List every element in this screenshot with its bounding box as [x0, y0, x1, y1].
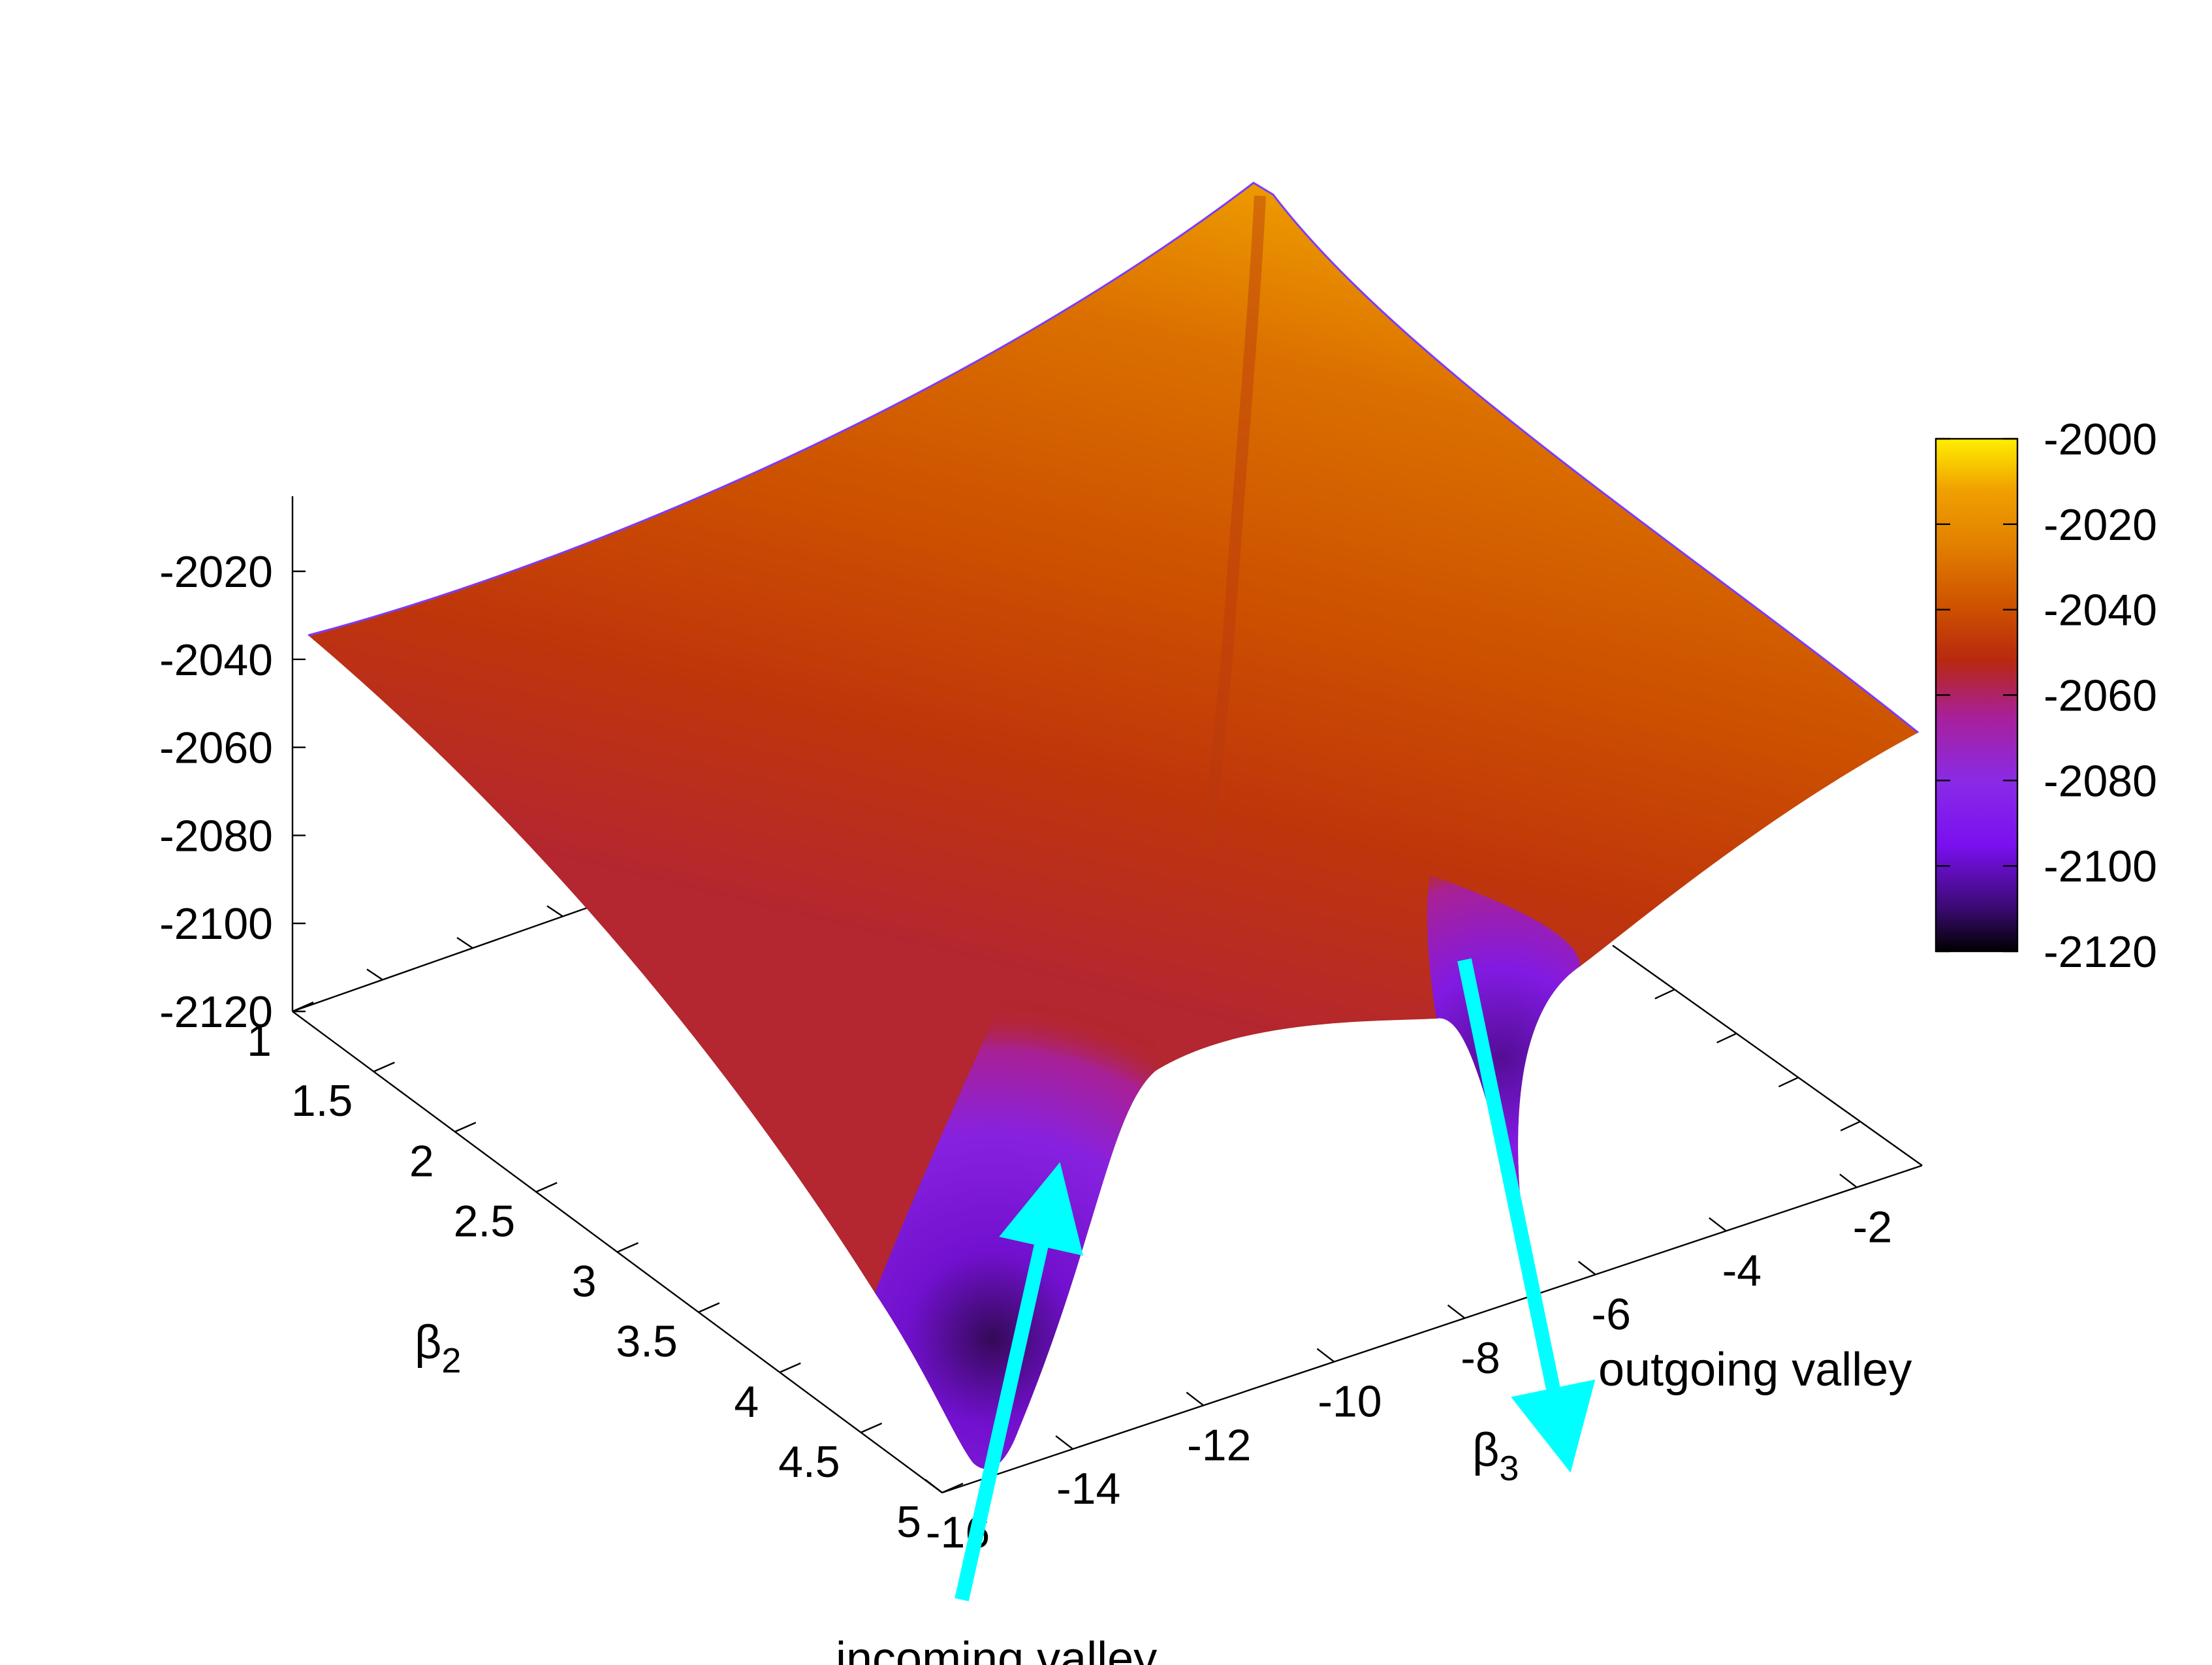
z-tick-label: -2120 [159, 987, 273, 1037]
y-axis: -16-14-12-10-8-6-4-2 [292, 883, 1923, 1557]
z-tick-label: -2020 [159, 547, 273, 597]
x-axis: 1 1.5 2 2.5 3 3.5 4 4.5 5 [247, 1001, 964, 1547]
y-tick-label: -6 [1591, 1290, 1630, 1339]
x-tick [373, 1062, 395, 1073]
back-edge-right [1612, 945, 1923, 1166]
x-tick [617, 1242, 639, 1253]
x-back-tick [1716, 1032, 1737, 1043]
y-tick-label: -14 [1056, 1464, 1120, 1514]
incoming-valley-label: incoming valley [836, 1633, 1157, 1665]
colorbar-tick-label: -2040 [2044, 586, 2157, 635]
y-back-tick [456, 937, 473, 949]
y-tick [1447, 1304, 1466, 1319]
z-tick-label: -2100 [159, 899, 273, 949]
surface-edge [308, 182, 1919, 734]
x-tick-label: 3 [572, 1257, 597, 1307]
colorbar-tick-label: -2120 [2044, 927, 2157, 977]
y-tick [1839, 1173, 1857, 1188]
y-tick-label: -8 [1461, 1333, 1500, 1383]
surface [308, 182, 1919, 1469]
x-back-tick [1654, 989, 1675, 1000]
valley-incoming-shade [875, 653, 1167, 1469]
colorbar-tick-label: -2060 [2044, 671, 2157, 721]
colorbar: -2000 -2020 -2040 -2060 -2080 -2100 -2120 [1935, 415, 2157, 977]
x-back-tick [1778, 1077, 1799, 1088]
y-back-tick [546, 905, 563, 917]
z-tick-label: -2040 [159, 635, 273, 685]
y-tick [1186, 1391, 1204, 1406]
y-tick [924, 1479, 943, 1493]
x-axis-label: β2 [415, 1316, 461, 1380]
y-tick [1316, 1348, 1335, 1363]
x-tick-label: 4.5 [778, 1437, 840, 1487]
colorbar-tick-label: -2000 [2044, 415, 2157, 464]
x-tick [698, 1302, 720, 1313]
outgoing-valley-label: outgoing valley [1598, 1344, 1912, 1396]
x-back-tick [1840, 1120, 1861, 1132]
y-tick-label: -4 [1722, 1246, 1762, 1295]
ridge-line [1202, 195, 1266, 849]
x-tick-label: 1 [247, 1016, 272, 1066]
y-tick [1055, 1435, 1073, 1450]
x-tick-label: 5 [896, 1497, 921, 1547]
x-tick-label: 2.5 [454, 1196, 516, 1246]
y-tick [1577, 1261, 1596, 1275]
colorbar-tick-label: -2020 [2044, 500, 2157, 550]
z-tick-label: -2080 [159, 811, 273, 861]
x-tick-label: 2 [409, 1136, 434, 1186]
z-tick-label: -2060 [159, 723, 273, 773]
incoming-valley-arrow [955, 1162, 1083, 1602]
x-tick [861, 1422, 883, 1433]
x-tick [779, 1362, 801, 1373]
annotations: incoming valley outgoing valley [836, 958, 1912, 1665]
y-tick-label: -10 [1318, 1377, 1382, 1427]
x-tick-label: 1.5 [291, 1076, 353, 1126]
outgoing-valley-arrow [1457, 958, 1596, 1473]
colorbar-tick-label: -2080 [2044, 756, 2157, 806]
y-axis-line [941, 1164, 1923, 1494]
y-tick [1709, 1217, 1727, 1232]
x-tick-label: 4 [734, 1377, 759, 1427]
y-back-tick [366, 968, 383, 981]
y-axis-label: β3 [1472, 1424, 1519, 1488]
y-tick-label: -12 [1187, 1420, 1251, 1470]
x-tick [535, 1182, 558, 1193]
y-tick-label: -2 [1853, 1202, 1892, 1252]
x-tick [454, 1122, 477, 1133]
colorbar-tick-label: -2100 [2044, 842, 2157, 891]
z-axis: -2020 -2040 -2060 -2080 -2100 -2120 [159, 496, 306, 1037]
x-tick-label: 3.5 [616, 1317, 678, 1367]
